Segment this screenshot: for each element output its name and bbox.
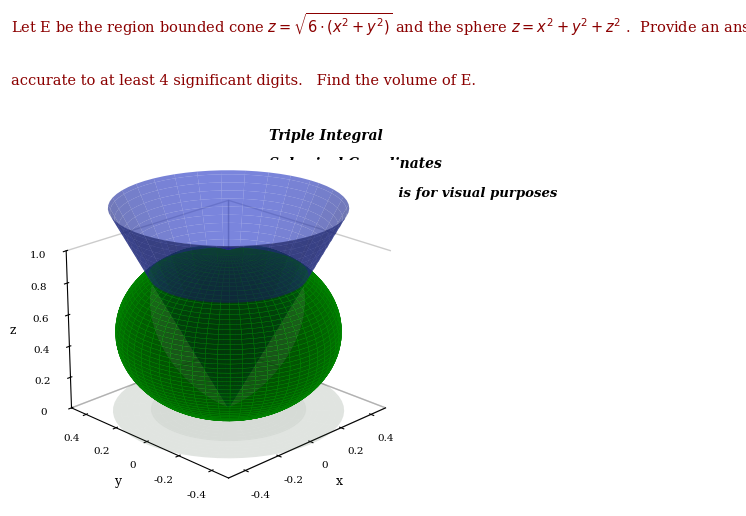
X-axis label: x: x xyxy=(336,475,343,488)
Text: accurate to at least 4 significant digits.   Find the volume of E.: accurate to at least 4 significant digit… xyxy=(11,74,476,88)
Text: Triple Integral: Triple Integral xyxy=(269,129,382,143)
Text: Let E be the region bounded cone $z = \sqrt{6 \cdot (x^2 + y^2)}$ and the sphere: Let E be the region bounded cone $z = \s… xyxy=(11,11,746,38)
Text: Spherical Coordinates: Spherical Coordinates xyxy=(269,157,442,171)
Y-axis label: y: y xyxy=(114,475,121,488)
Text: Cutout of sphere is for visual purposes: Cutout of sphere is for visual purposes xyxy=(269,187,557,200)
